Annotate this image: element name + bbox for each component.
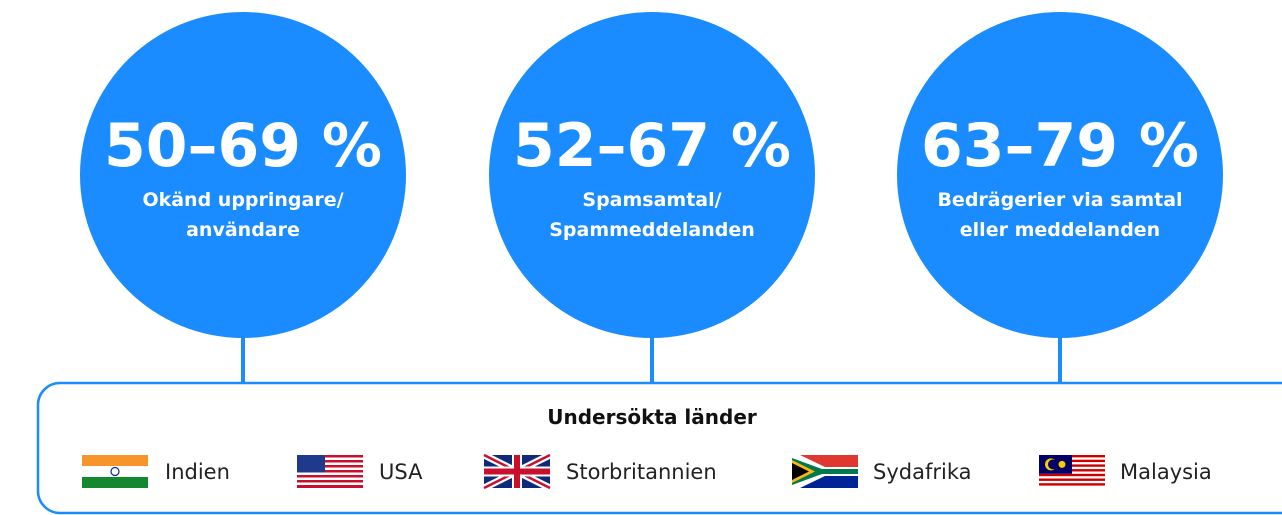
stat-label: eller meddelanden [960, 219, 1160, 241]
stat-label: Bedrägerier via samtal [937, 189, 1182, 211]
stat-circle [489, 12, 815, 338]
country-name: Sydafrika [873, 460, 971, 484]
stat-label: Okänd uppringare/ [142, 189, 343, 211]
country-name: Storbritannien [566, 460, 717, 484]
flag-india [82, 455, 148, 488]
stat-value: 50–69 % [104, 111, 382, 181]
country-name: USA [379, 460, 423, 484]
flag-south-africa [792, 455, 858, 488]
stat-value: 52–67 % [513, 111, 791, 181]
country-name: Indien [165, 460, 230, 484]
country-name: Malaysia [1120, 460, 1212, 484]
flag-usa [297, 455, 363, 488]
stat-value: 63–79 % [921, 111, 1199, 181]
stat-label: användare [186, 219, 300, 241]
countries-title: Undersökta länder [547, 405, 757, 429]
stat-label: Spammeddelanden [549, 219, 755, 241]
flag-uk [482, 451, 552, 492]
flag-malaysia [1039, 455, 1105, 488]
stat-label: Spamsamtal/ [582, 189, 721, 211]
countries-box [36, 381, 1282, 515]
stat-circle [80, 12, 406, 338]
stat-circle [897, 12, 1223, 338]
